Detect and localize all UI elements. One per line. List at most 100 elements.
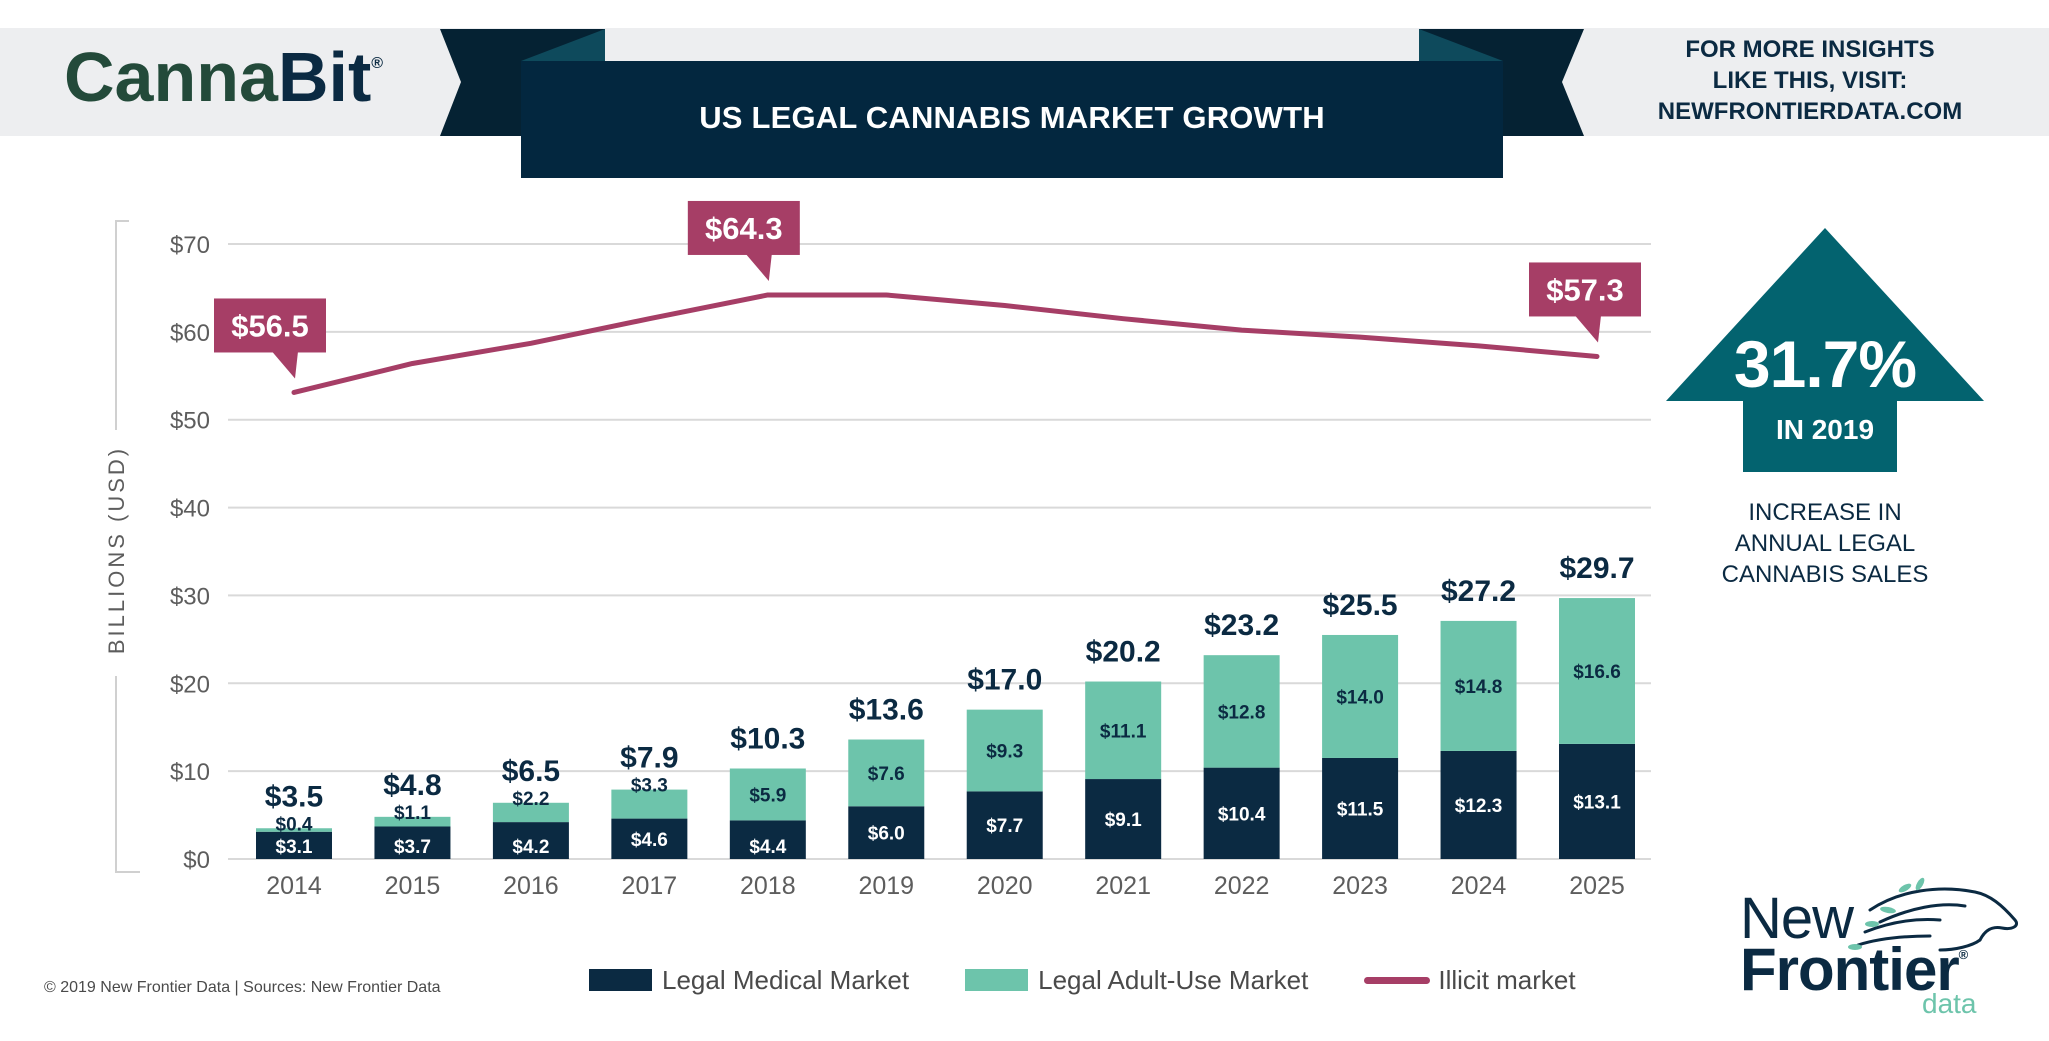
- horse-logo-icon: [1848, 877, 2018, 952]
- bar-label-adult-use: $5.9: [749, 785, 786, 806]
- brand-frontier: Frontier®: [1740, 940, 1969, 1000]
- legend-label: Illicit market: [1438, 964, 1576, 995]
- bar-label-medical: $13.1: [1573, 792, 1621, 813]
- bar-medical: [374, 826, 451, 859]
- callout-box: [1529, 262, 1641, 317]
- insights-line-2: LIKE THIS, VISIT:: [1712, 67, 1908, 94]
- callout-box: [214, 298, 326, 353]
- bar-medical: [729, 820, 806, 859]
- bar-label-adult-use: $3.3: [631, 776, 668, 797]
- bar-layer: $3.1$0.4$3.5 $3.7 $1.1$4.8 $4.2 $2.2$6.5 $4.6…: [256, 552, 1635, 859]
- legend-line-illicit: [1364, 976, 1431, 984]
- callout-pointer: [1575, 315, 1601, 343]
- x-tick-label: 2018: [740, 872, 796, 900]
- insights-link[interactable]: NEWFRONTIERDATA.COM: [1657, 98, 1963, 125]
- y-tick-label: $40: [170, 496, 210, 523]
- y-tick-label: $60: [170, 320, 210, 347]
- bar-medical: [256, 831, 332, 859]
- x-tick-label: 2017: [622, 872, 678, 900]
- x-tick-label: 2022: [1214, 872, 1270, 900]
- bar-label-medical: $12.3: [1455, 796, 1503, 817]
- bar-label-medical: $10.4: [1218, 804, 1266, 825]
- bar-adult-use: [1440, 620, 1517, 751]
- ribbon-left-fold: [521, 29, 605, 61]
- logo-text-bit: Bit: [277, 38, 372, 116]
- stat-desc-line: INCREASE IN: [1748, 499, 1902, 526]
- bar-adult-use: [374, 816, 451, 827]
- bar-adult-use: [492, 802, 569, 823]
- increase-arrow-icon: [1666, 228, 1984, 472]
- brand-data: data: [1922, 988, 1977, 1019]
- stat-desc-line: CANNABIS SALES: [1721, 561, 1929, 588]
- bar-total-label: $3.5: [265, 780, 323, 813]
- bar-total-label: $4.8: [383, 769, 441, 802]
- bar-label-medical: $4.2: [512, 837, 549, 858]
- bar-medical: [611, 818, 688, 859]
- bar-adult-use: [848, 739, 925, 807]
- brand-new: New: [1740, 886, 1854, 951]
- bar-adult-use: [729, 768, 806, 821]
- ribbon-main: [521, 61, 1503, 178]
- chart-legend: Legal Medical Market Legal Adult-Use Mar…: [589, 964, 1632, 996]
- bar-adult-use: [1203, 655, 1280, 768]
- x-tick-label: 2021: [1095, 872, 1151, 900]
- registered-mark: ®: [1958, 947, 1969, 962]
- y-tick-label: $10: [170, 759, 210, 786]
- cannabit-logo: CannaBit®: [64, 42, 383, 112]
- line-layer: [291, 292, 1600, 395]
- legend-label: Legal Medical Market: [662, 964, 910, 995]
- bar-medical: [1559, 743, 1635, 859]
- bar-adult-use: [256, 828, 332, 832]
- x-tick-label: 2024: [1451, 872, 1507, 900]
- bar-adult-use: [611, 789, 688, 819]
- x-tick-label: 2014: [266, 872, 322, 900]
- bar-label-adult-use: $2.2: [512, 789, 549, 810]
- y-tick-label: $50: [170, 408, 210, 435]
- bar-adult-use: [1322, 634, 1399, 758]
- page-title: US LEGAL CANNABIS MARKET GROWTH: [699, 100, 1325, 135]
- insights-line-1: FOR MORE INSIGHTS: [1685, 36, 1935, 63]
- callout-label: $64.3: [705, 211, 783, 246]
- bar-label-medical: $4.4: [749, 837, 786, 858]
- bar-medical: [848, 806, 925, 859]
- bar-label-medical: $11.5: [1337, 799, 1384, 820]
- y-tick-label: $0: [183, 847, 210, 874]
- bar-label-adult-use: $7.6: [868, 764, 905, 785]
- bar-label-medical: $9.1: [1105, 810, 1142, 831]
- bar-label-medical: $6.0: [868, 824, 905, 845]
- x-tick-label: 2019: [858, 872, 914, 900]
- x-axis-ticks: 2014 2015 2016 2017 2018 2019 2020 2021 2022 2023…: [266, 872, 1625, 900]
- insights-cta: FOR MORE INSIGHTS LIKE THIS, VISIT: NEWF…: [1600, 34, 2020, 127]
- x-tick-label: 2016: [503, 872, 559, 900]
- bar-total-label: $17.0: [967, 664, 1042, 697]
- bar-total-label: $10.3: [730, 723, 805, 756]
- ribbon-right-fold: [1419, 29, 1503, 61]
- registered-mark: ®: [371, 55, 384, 72]
- grid-layer: [228, 243, 1651, 860]
- bar-total-label: $27.2: [1441, 575, 1516, 608]
- legend-swatch-medical: [589, 969, 652, 991]
- bar-medical: [1203, 767, 1280, 859]
- stat-description: INCREASE IN ANNUAL LEGAL CANNABIS SALES: [1660, 497, 1990, 590]
- bar-label-medical: $4.6: [631, 830, 668, 851]
- callout-label: $57.3: [1546, 272, 1624, 307]
- title-ribbon: [440, 29, 1584, 178]
- bar-total-label: $20.2: [1086, 636, 1161, 669]
- bar-adult-use: [966, 709, 1043, 792]
- x-tick-label: 2023: [1332, 872, 1388, 900]
- stat-desc-line: ANNUAL LEGAL: [1734, 530, 1916, 557]
- callout-layer: $56.5 $64.3 $57.3: [214, 200, 1641, 379]
- bar-adult-use: [1559, 598, 1635, 744]
- bar-medical: [966, 791, 1043, 859]
- bar-medical: [492, 822, 569, 859]
- callout-pointer: [272, 351, 298, 379]
- legend-item-illicit: Illicit market: [1364, 964, 1576, 996]
- x-tick-label: 2015: [385, 872, 441, 900]
- bar-label-adult-use: $16.6: [1573, 662, 1621, 683]
- x-tick-label: 2020: [977, 872, 1033, 900]
- bar-total-label: $13.6: [849, 694, 924, 727]
- bar-total-label: $23.2: [1204, 609, 1279, 642]
- y-tick-label: $30: [170, 583, 210, 610]
- callout-box: [687, 200, 800, 255]
